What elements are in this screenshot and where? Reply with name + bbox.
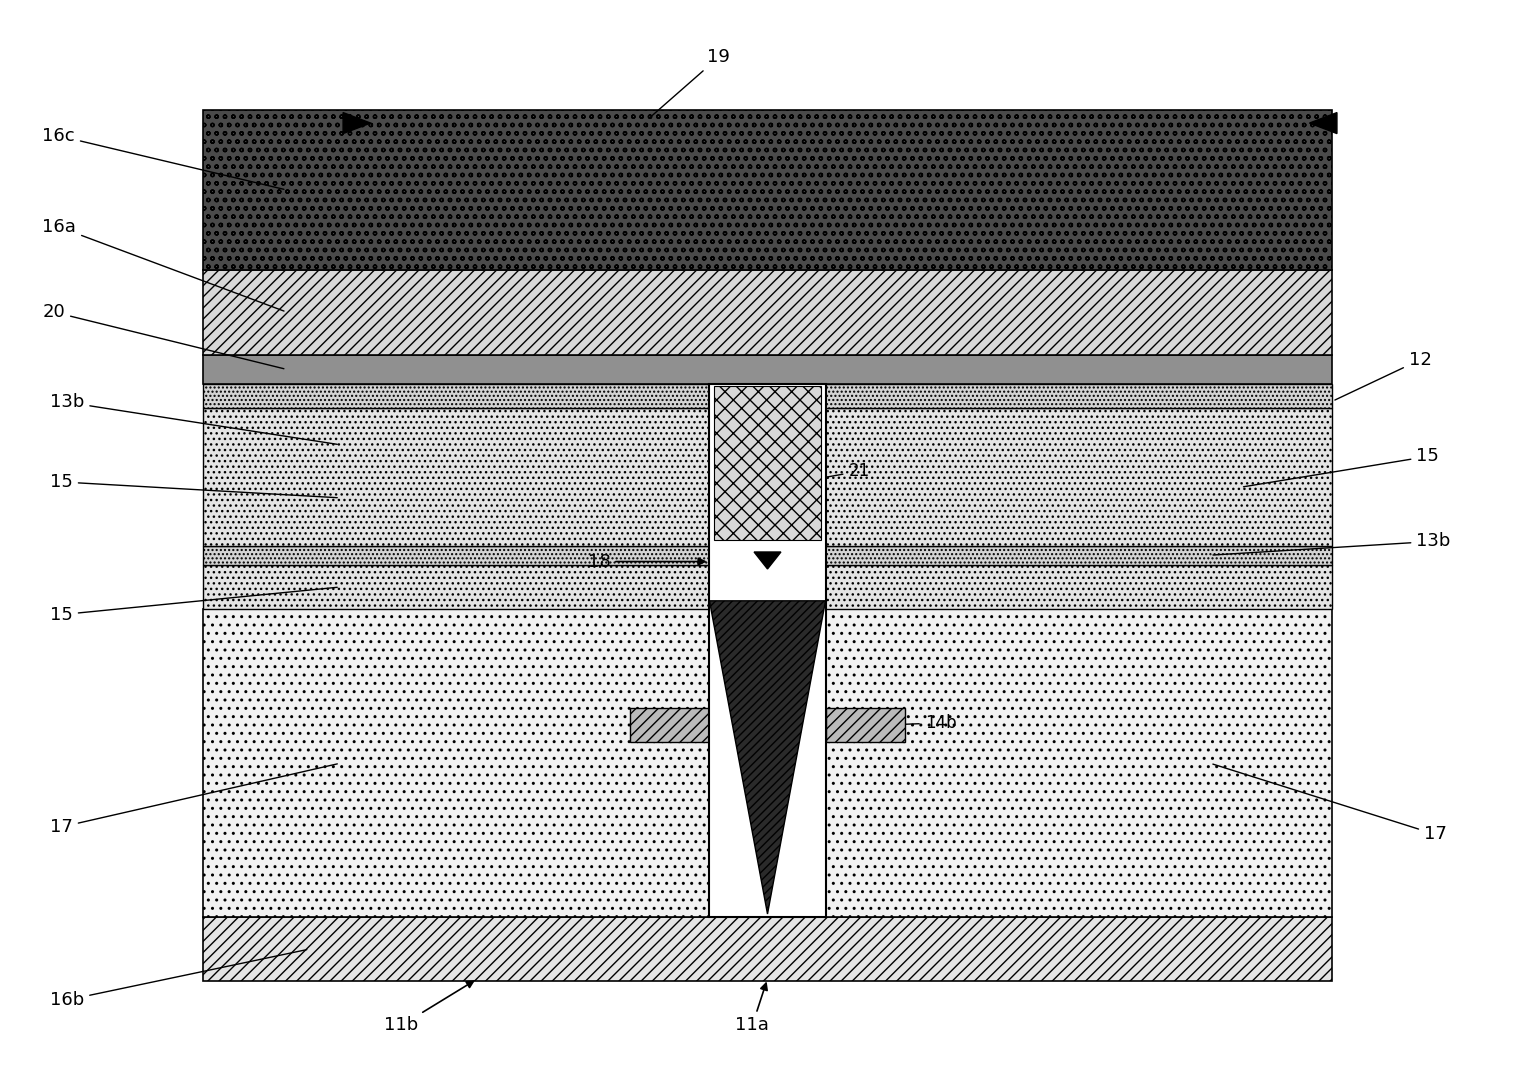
Text: 16c: 16c [43,127,284,189]
Text: 15: 15 [51,587,338,624]
Text: 16a: 16a [43,218,284,311]
Bar [629,708,709,742]
Bar [203,565,1332,609]
Bar [826,708,906,742]
Text: 19: 19 [651,48,731,117]
Text: 21: 21 [743,462,870,492]
Polygon shape [754,552,781,569]
Bar [714,386,821,540]
Text: 15: 15 [1243,447,1440,487]
Polygon shape [344,112,370,134]
Text: 14b: 14b [858,714,956,732]
Bar [203,384,1332,408]
Bar [203,110,1332,270]
Bar [826,609,1332,917]
Text: 16b: 16b [51,949,307,1009]
Bar [203,408,1332,546]
Polygon shape [1309,112,1337,134]
Bar [203,546,1332,565]
Text: 18: 18 [588,552,705,570]
Bar [709,384,826,917]
Text: 11b: 11b [384,981,473,1035]
Text: 15: 15 [51,473,338,498]
Text: 13b: 13b [1213,533,1451,555]
Bar [203,354,1332,384]
Text: 11a: 11a [735,983,769,1035]
Text: 17: 17 [1213,764,1448,843]
Bar [203,270,1332,354]
Text: 20: 20 [43,303,284,369]
Bar [203,609,709,917]
Bar [203,917,1332,981]
Text: 12: 12 [1335,351,1432,400]
Text: 13b: 13b [51,394,338,444]
Text: 17: 17 [51,764,338,836]
Polygon shape [709,601,826,914]
